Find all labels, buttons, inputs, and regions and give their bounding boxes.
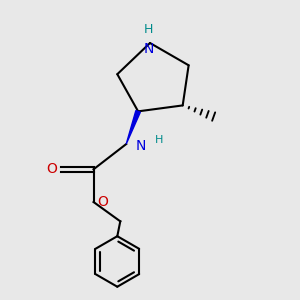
Polygon shape (126, 110, 140, 144)
Text: O: O (97, 195, 108, 209)
Text: N: N (135, 139, 146, 152)
Text: H: H (154, 135, 163, 145)
Text: O: O (46, 162, 57, 176)
Text: N: N (143, 42, 154, 56)
Text: H: H (144, 22, 153, 36)
